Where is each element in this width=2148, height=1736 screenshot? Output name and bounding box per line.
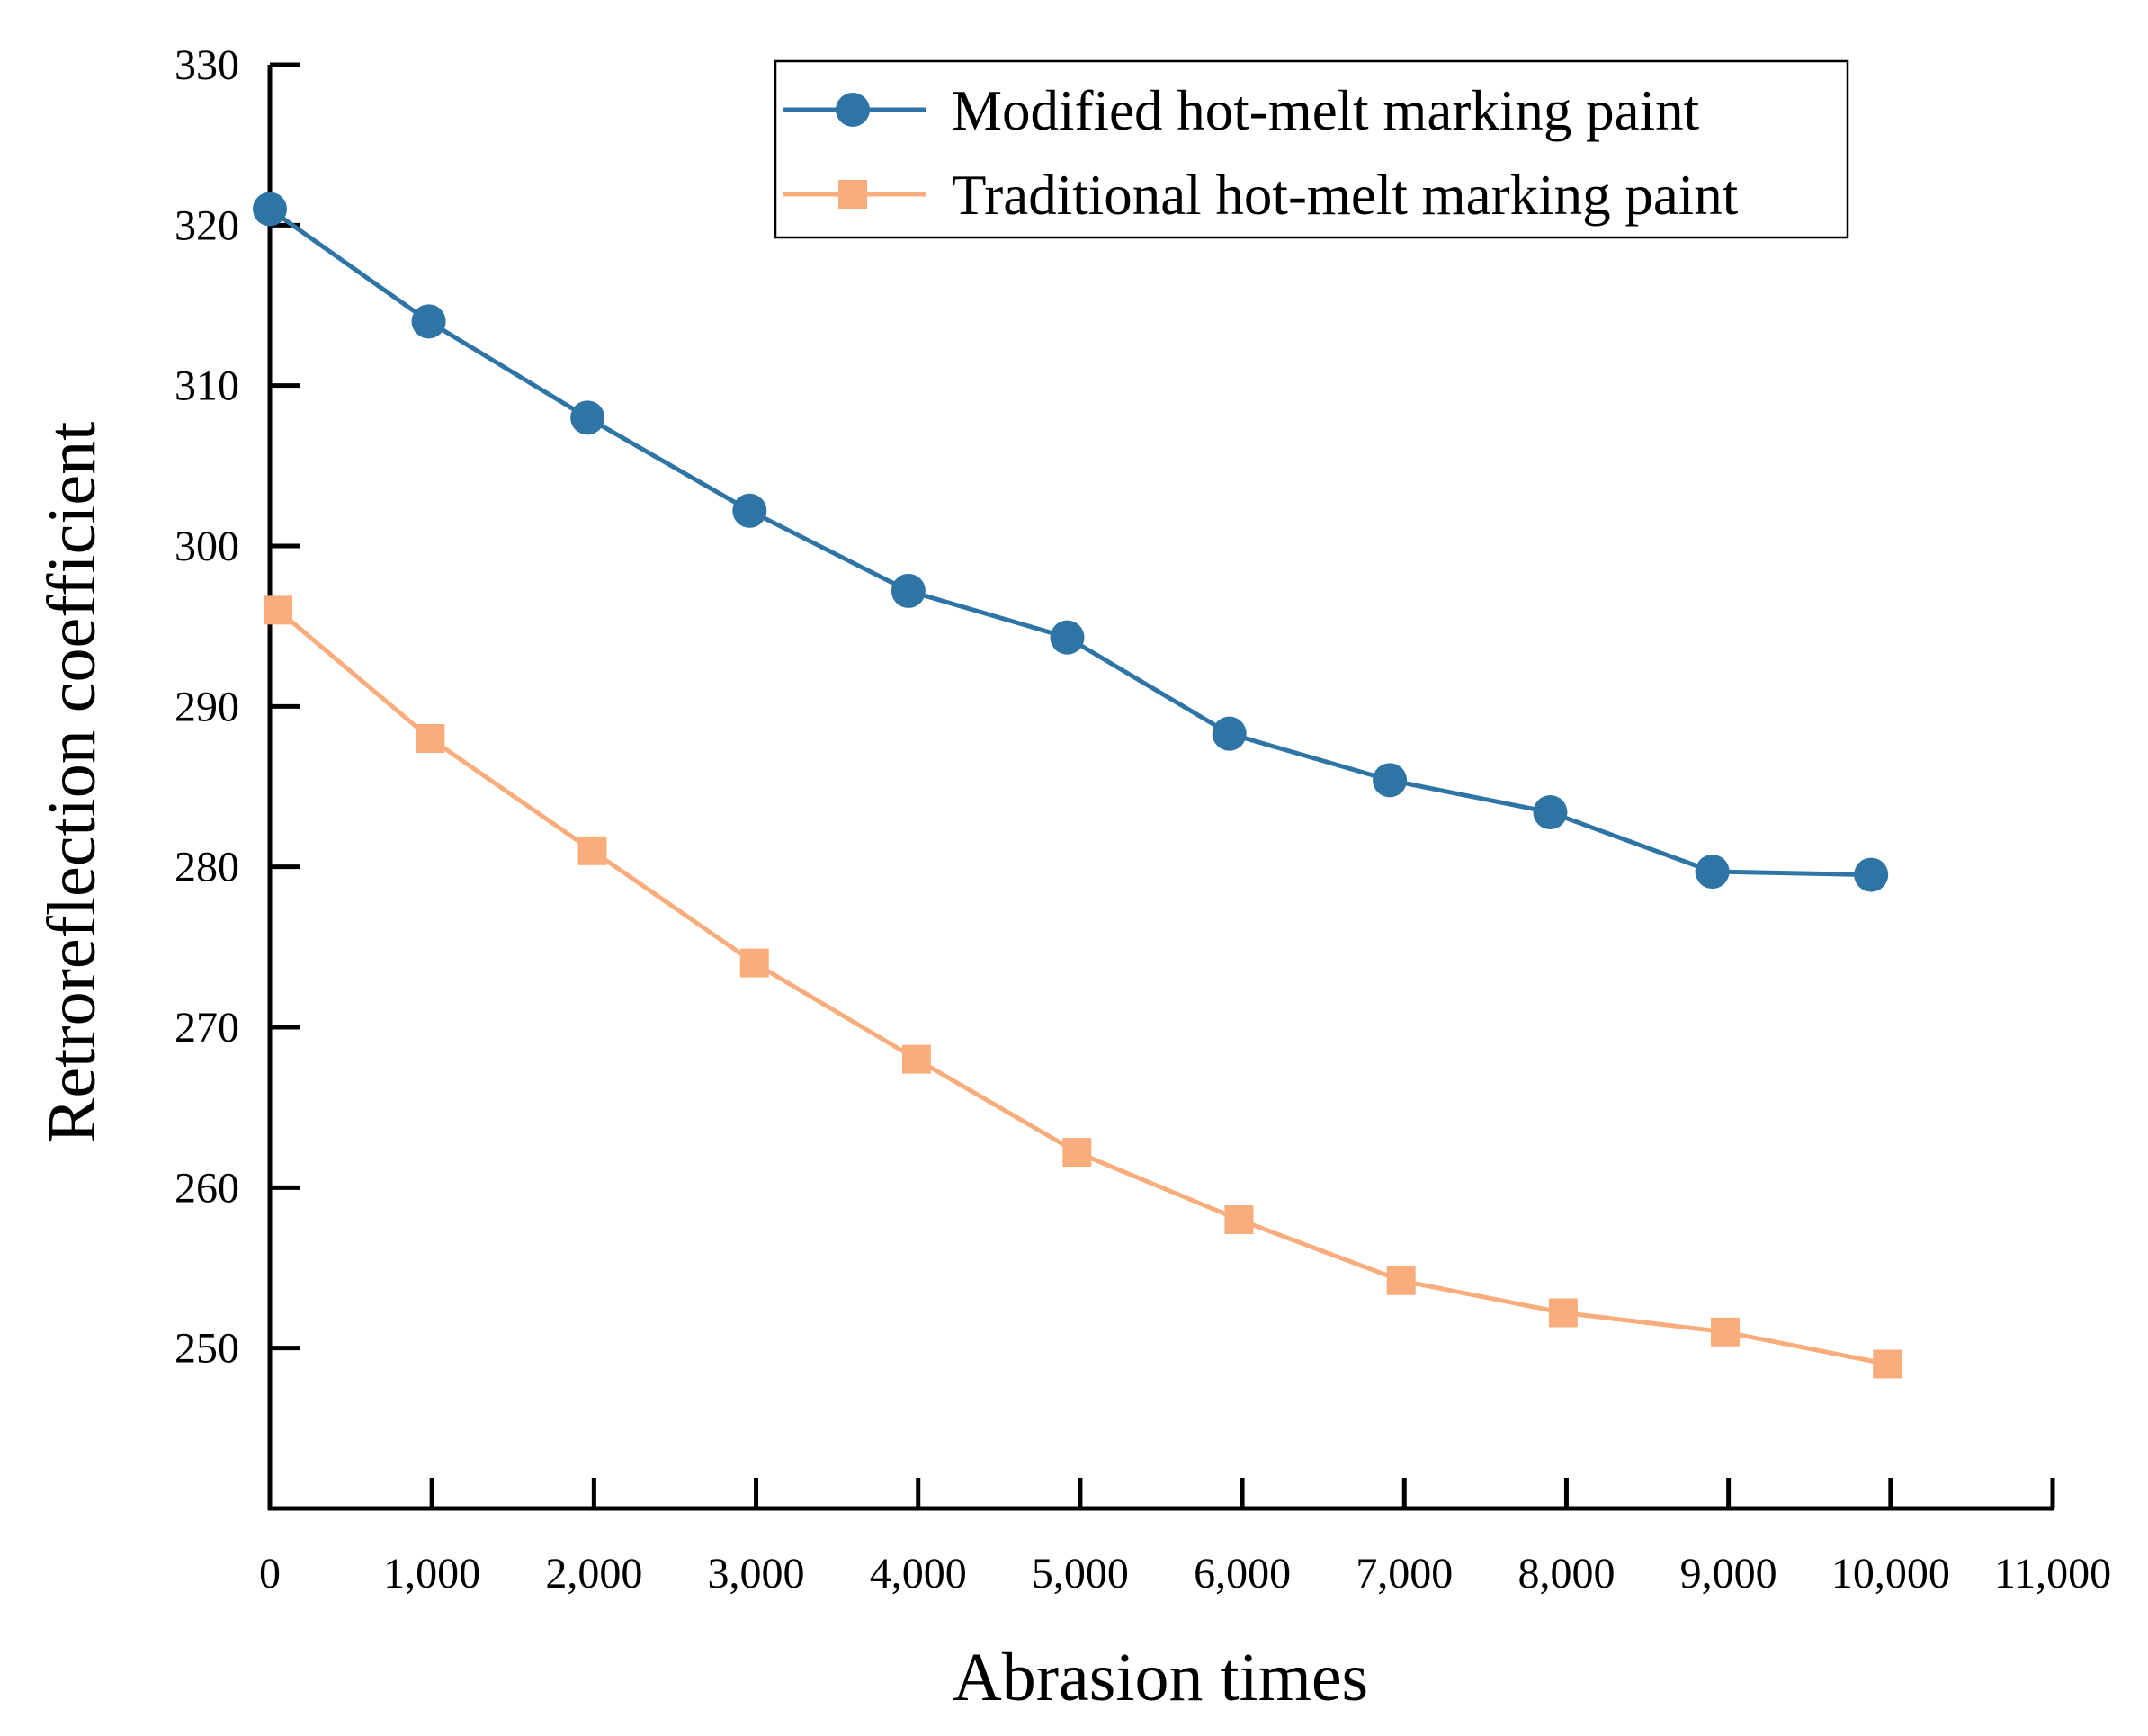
data-point [1695,855,1730,890]
data-point [1533,795,1568,830]
y-axis-title: Retroreflection coefficient [34,422,110,1144]
data-point [732,493,767,528]
y-tick-label: 310 [175,362,239,410]
data-point [1050,620,1085,655]
data-point [891,573,926,608]
legend-items: Modified hot-melt marking paint Tradition… [783,79,1739,227]
x-tick-label: 1,000 [383,1550,480,1597]
data-point [253,192,287,227]
data-point [1062,1138,1092,1168]
y-tick-label: 260 [175,1164,239,1212]
data-point [1212,716,1247,751]
x-tick-label: 11,000 [1994,1550,2111,1597]
data-point [1854,857,1889,892]
x-tick-label: 8,000 [1517,1550,1615,1597]
y-tick-label: 300 [175,523,239,570]
legend-item: Traditional hot-melt marking paint [783,164,1739,227]
plot-series [253,192,1902,1379]
data-point [901,1044,931,1074]
y-ticks: 250 260 270 280 290 300 310 320 330 [175,41,300,1373]
data-point [411,304,446,339]
x-tick-label: 7,000 [1356,1550,1453,1597]
y-tick-label: 320 [175,201,239,249]
legend: Modified hot-melt marking paint Tradition… [774,59,1849,239]
x-tick-label: 9,000 [1680,1550,1777,1597]
x-tick-label: 3,000 [708,1550,805,1597]
legend-marker-circle [836,93,870,127]
data-point [570,400,605,435]
x-tick-label: 4,000 [870,1550,967,1597]
y-tick-label: 280 [175,844,239,891]
x-tick-label: 10,000 [1831,1550,1950,1597]
legend-box [774,59,1849,239]
data-point [264,595,293,625]
series-modified [253,192,1889,892]
x-tick-label: 5,000 [1032,1550,1129,1597]
x-ticks: 0 1,000 2,000 3,000 4,000 5,000 6,000 7,000 8,00… [259,1478,2111,1597]
series-traditional [264,595,1902,1379]
legend-marker-square [838,180,867,209]
legend-label: Modified hot-melt marking paint [952,79,1700,142]
y-tick-label: 330 [175,41,239,89]
data-point [1386,1266,1416,1295]
data-point [739,948,769,978]
x-tick-label: 0 [259,1550,281,1597]
y-tick-label: 290 [175,683,239,730]
x-tick-label: 6,000 [1194,1550,1291,1597]
y-tick-label: 250 [175,1325,239,1373]
data-point [1711,1317,1741,1347]
legend-label: Traditional hot-melt marking paint [952,164,1739,227]
axes: 250 260 270 280 290 300 310 320 330 0 1,000 2,000 3… [175,41,2111,1597]
data-point [1548,1298,1578,1328]
x-axis-title: Abrasion times [953,1640,1368,1715]
data-point [577,836,607,865]
data-point [1873,1349,1902,1379]
data-point [1373,763,1408,798]
legend-item: Modified hot-melt marking paint [783,79,1700,142]
data-point [1224,1205,1254,1234]
x-tick-label: 2,000 [545,1550,642,1597]
data-point [416,724,445,753]
y-tick-label: 270 [175,1004,239,1051]
